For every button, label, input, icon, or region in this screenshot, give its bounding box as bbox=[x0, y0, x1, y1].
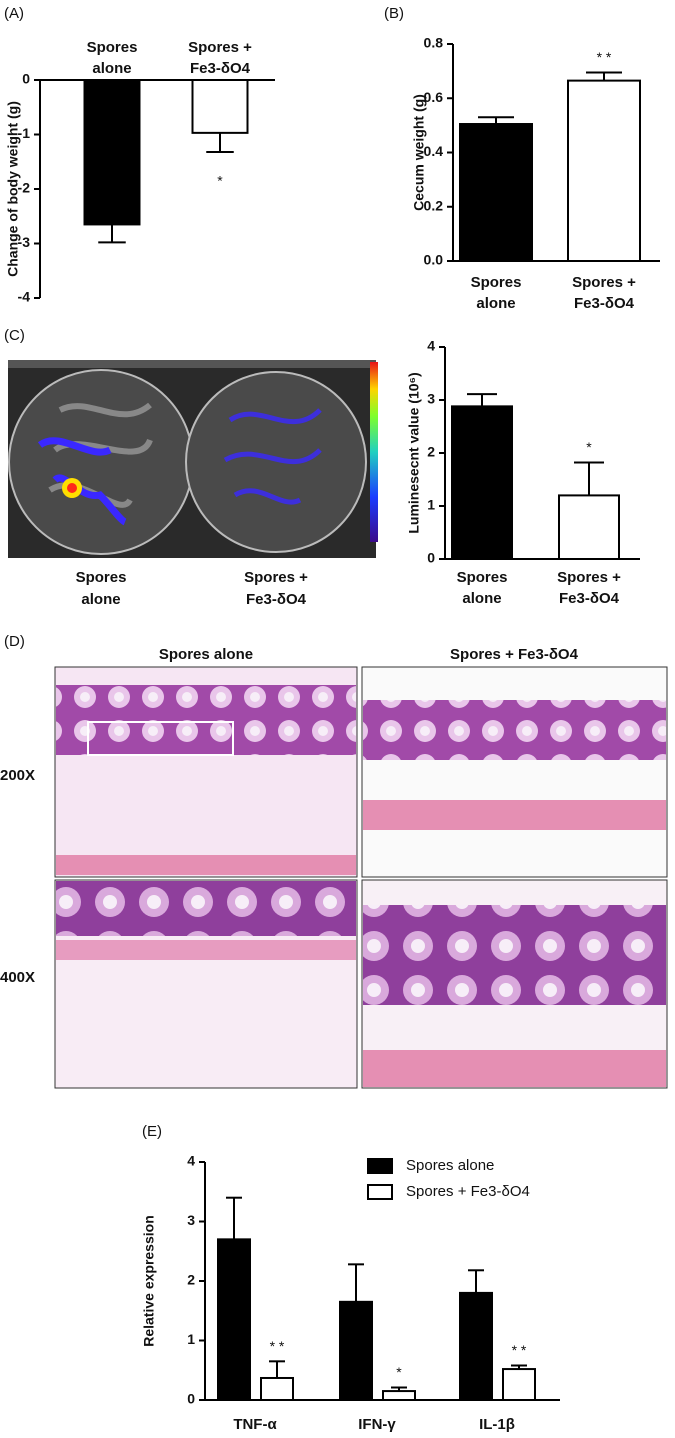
bar bbox=[260, 1376, 294, 1401]
panel-label: (E) bbox=[142, 1123, 162, 1140]
panel-label: (A) bbox=[4, 5, 24, 22]
significance: * * bbox=[597, 49, 612, 65]
y-tick-label: 0.2 bbox=[424, 197, 444, 213]
row-label: 400X bbox=[0, 969, 35, 986]
y-tick-label: -2 bbox=[18, 180, 31, 196]
legend-label: Spores alone bbox=[406, 1157, 494, 1174]
bar bbox=[217, 1238, 251, 1401]
significance: * * bbox=[270, 1338, 285, 1354]
category-label: Spores + bbox=[188, 39, 252, 56]
bar bbox=[382, 1390, 416, 1401]
category-label: Fe3-δO4 bbox=[190, 60, 251, 77]
category-label: IL-1β bbox=[479, 1416, 515, 1433]
category-label: Spores + bbox=[557, 569, 621, 586]
y-tick-label: 0.8 bbox=[424, 35, 444, 51]
significance: * bbox=[396, 1364, 402, 1380]
legend-label: Spores + Fe3-δO4 bbox=[406, 1183, 530, 1200]
y-tick-label: 0.0 bbox=[424, 252, 444, 268]
y-tick-label: 3 bbox=[187, 1212, 195, 1228]
legend-swatch bbox=[367, 1184, 393, 1200]
category-label: IFN-γ bbox=[358, 1416, 396, 1433]
y-tick-label: 0.4 bbox=[424, 143, 444, 159]
y-tick-label: 0 bbox=[187, 1391, 195, 1407]
panel-label: (C) bbox=[4, 327, 25, 344]
luminescence-image bbox=[8, 360, 378, 558]
image-label: Fe3-δO4 bbox=[246, 591, 307, 608]
y-tick-label: 3 bbox=[427, 391, 435, 407]
y-tick-label: -1 bbox=[18, 125, 31, 141]
y-axis-label: Luminesecnt value (10⁶) bbox=[406, 372, 422, 533]
y-tick-label: 2 bbox=[427, 444, 435, 460]
y-tick-label: 0 bbox=[427, 550, 435, 566]
y-tick-label: 1 bbox=[427, 497, 435, 513]
bar bbox=[502, 1368, 536, 1402]
category-label: Spores bbox=[457, 569, 508, 586]
bar bbox=[567, 79, 641, 263]
y-axis-label: Cecum weight (g) bbox=[411, 94, 427, 211]
panel-label: (B) bbox=[384, 5, 404, 22]
category-label: Fe3-δO4 bbox=[559, 590, 620, 607]
y-tick-label: 0.6 bbox=[424, 89, 444, 105]
significance: * bbox=[586, 439, 592, 455]
y-tick-label: 2 bbox=[187, 1272, 195, 1288]
histology-images bbox=[54, 666, 668, 1089]
bar bbox=[191, 79, 249, 134]
y-axis-label: Change of body weight (g) bbox=[5, 101, 21, 277]
y-tick-label: 4 bbox=[187, 1153, 195, 1169]
legend-swatch bbox=[367, 1158, 393, 1174]
category-label: Spores bbox=[471, 274, 522, 291]
y-axis-label: Relative expression bbox=[141, 1215, 157, 1347]
bar bbox=[459, 1291, 493, 1402]
image-label: Spores + bbox=[244, 569, 308, 586]
bar bbox=[339, 1300, 373, 1401]
category-label: Spores bbox=[87, 39, 138, 56]
y-tick-label: 4 bbox=[427, 338, 435, 354]
category-label: alone bbox=[92, 60, 131, 77]
category-label: TNF-α bbox=[233, 1416, 277, 1433]
y-tick-label: -3 bbox=[18, 234, 31, 250]
y-tick-label: 0 bbox=[22, 71, 30, 87]
bar bbox=[558, 494, 620, 560]
significance: * * bbox=[512, 1342, 527, 1358]
bar bbox=[83, 79, 141, 226]
category-label: alone bbox=[462, 590, 501, 607]
y-tick-label: -4 bbox=[18, 289, 31, 305]
panel-label: (D) bbox=[4, 633, 25, 650]
y-tick-label: 1 bbox=[187, 1331, 195, 1347]
category-label: alone bbox=[476, 295, 515, 312]
image-label: Spores bbox=[76, 569, 127, 586]
image-label: alone bbox=[81, 591, 120, 608]
column-title: Spores alone bbox=[159, 646, 253, 663]
bar bbox=[451, 405, 513, 560]
category-label: Fe3-δO4 bbox=[574, 295, 635, 312]
column-title: Spores + Fe3-δO4 bbox=[450, 646, 579, 663]
row-label: 200X bbox=[0, 767, 35, 784]
category-label: Spores + bbox=[572, 274, 636, 291]
bar bbox=[459, 123, 533, 262]
significance: * bbox=[217, 173, 223, 189]
